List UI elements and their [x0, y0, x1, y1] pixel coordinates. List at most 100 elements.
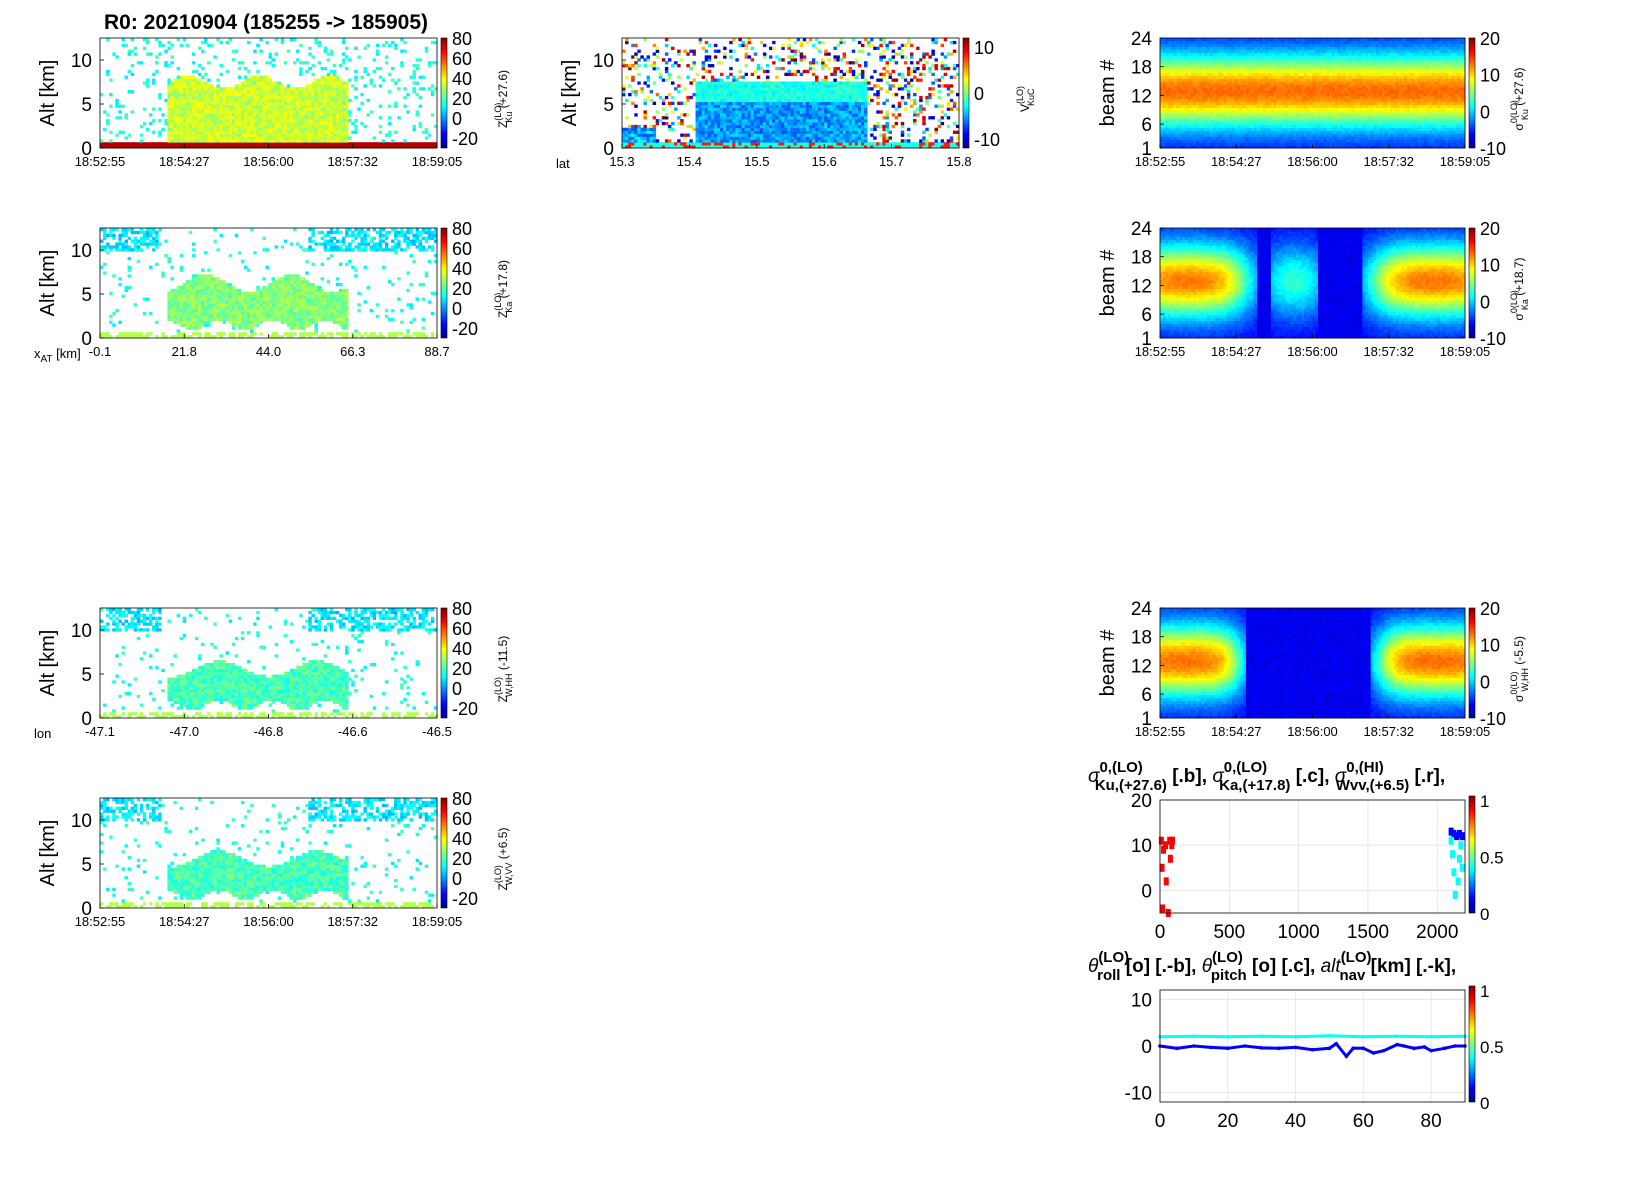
heatmap-cell: [183, 96, 186, 99]
heatmap-cell: [628, 142, 631, 145]
heatmap-cell: [226, 110, 229, 113]
heatmap-cell: [204, 99, 207, 102]
heatmap-cell: [1182, 73, 1185, 76]
heatmap-cell: [720, 99, 723, 102]
heatmap-cell: [1160, 38, 1163, 41]
heatmap-cell: [275, 116, 278, 119]
heatmap-cell: [683, 134, 686, 137]
heatmap-cell: [342, 131, 345, 134]
heatmap-cell: [1207, 96, 1210, 99]
heatmap-cell: [824, 96, 827, 99]
heatmap-cell: [1182, 81, 1185, 84]
heatmap-cell: [723, 52, 726, 55]
heatmap-cell: [882, 76, 885, 79]
heatmap-cell: [167, 99, 170, 102]
heatmap-cell: [941, 52, 944, 55]
heatmap-cell: [787, 93, 790, 96]
heatmap-cell: [318, 93, 321, 96]
heatmap-cell: [1163, 122, 1166, 125]
heatmap-cell: [1191, 142, 1194, 145]
heatmap-cell: [861, 136, 864, 139]
heatmap-cell: [1196, 134, 1199, 137]
heatmap-cell: [403, 139, 406, 142]
heatmap-cell: [189, 131, 192, 134]
heatmap-cell: [170, 61, 173, 64]
heatmap-cell: [192, 76, 195, 79]
heatmap-cell: [849, 99, 852, 102]
heatmap-cell: [1168, 73, 1171, 76]
heatmap-cell: [702, 113, 705, 116]
heatmap-cell: [696, 113, 699, 116]
heatmap-cell: [146, 128, 149, 131]
heatmap-cell: [241, 81, 244, 84]
heatmap-cell: [766, 119, 769, 122]
heatmap-cell: [659, 96, 662, 99]
heatmap-cell: [714, 99, 717, 102]
heatmap-cell: [763, 87, 766, 90]
heatmap-cell: [219, 142, 222, 145]
heatmap-cell: [342, 105, 345, 108]
heatmap-cell: [253, 87, 256, 90]
heatmap-cell: [342, 81, 345, 84]
heatmap-cell: [259, 84, 262, 87]
heatmap-cell: [760, 93, 763, 96]
heatmap-cell: [125, 142, 128, 145]
heatmap-cell: [1193, 47, 1196, 50]
heatmap-cell: [299, 90, 302, 93]
heatmap-cell: [253, 96, 256, 99]
heatmap-cell: [729, 131, 732, 134]
heatmap-cell: [293, 119, 296, 122]
heatmap-cell: [177, 38, 180, 41]
heatmap-cell: [858, 116, 861, 119]
heatmap-cell: [855, 122, 858, 125]
heatmap-cell: [201, 99, 204, 102]
heatmap-cell: [1229, 125, 1232, 128]
heatmap-cell: [1202, 102, 1205, 105]
heatmap-cell: [308, 107, 311, 110]
heatmap-cell: [836, 67, 839, 70]
heatmap-cell: [327, 125, 330, 128]
heatmap-cell: [226, 102, 229, 105]
heatmap-cell: [861, 125, 864, 128]
heatmap-cell: [696, 125, 699, 128]
heatmap-cell: [305, 128, 308, 131]
heatmap-cell: [1177, 70, 1180, 73]
heatmap-cell: [898, 113, 901, 116]
heatmap-cell: [1174, 105, 1177, 108]
heatmap-cell: [232, 142, 235, 145]
heatmap-cell: [183, 134, 186, 137]
heatmap-cell: [1177, 96, 1180, 99]
heatmap-cell: [269, 125, 272, 128]
heatmap-cell: [324, 134, 327, 137]
heatmap-cell: [284, 99, 287, 102]
heatmap-cell: [699, 125, 702, 128]
heatmap-cell: [1213, 76, 1216, 79]
heatmap-cell: [775, 128, 778, 131]
heatmap-cell: [794, 58, 797, 61]
heatmap-cell: [167, 131, 170, 134]
heatmap-cell: [840, 134, 843, 137]
heatmap-cell: [766, 93, 769, 96]
heatmap-cell: [766, 70, 769, 73]
heatmap-cell: [192, 134, 195, 137]
heatmap-cell: [336, 113, 339, 116]
heatmap-cell: [118, 131, 121, 134]
heatmap-cell: [207, 44, 210, 47]
heatmap-cell: [1199, 52, 1202, 55]
colorbar-label-sub: Ku: [504, 112, 514, 123]
heatmap-cell: [671, 102, 674, 105]
heatmap-cell: [643, 113, 646, 116]
heatmap-cell: [1191, 52, 1194, 55]
heatmap-cell: [253, 105, 256, 108]
heatmap-cell: [735, 113, 738, 116]
heatmap-cell: [766, 134, 769, 137]
heatmap-cell: [140, 134, 143, 137]
heatmap-cell: [299, 73, 302, 76]
heatmap-cell: [910, 105, 913, 108]
heatmap-cell: [244, 107, 247, 110]
heatmap-cell: [342, 128, 345, 131]
heatmap-cell: [302, 110, 305, 113]
heatmap-cell: [299, 102, 302, 105]
heatmap-cell: [717, 142, 720, 145]
heatmap-cell: [864, 79, 867, 82]
